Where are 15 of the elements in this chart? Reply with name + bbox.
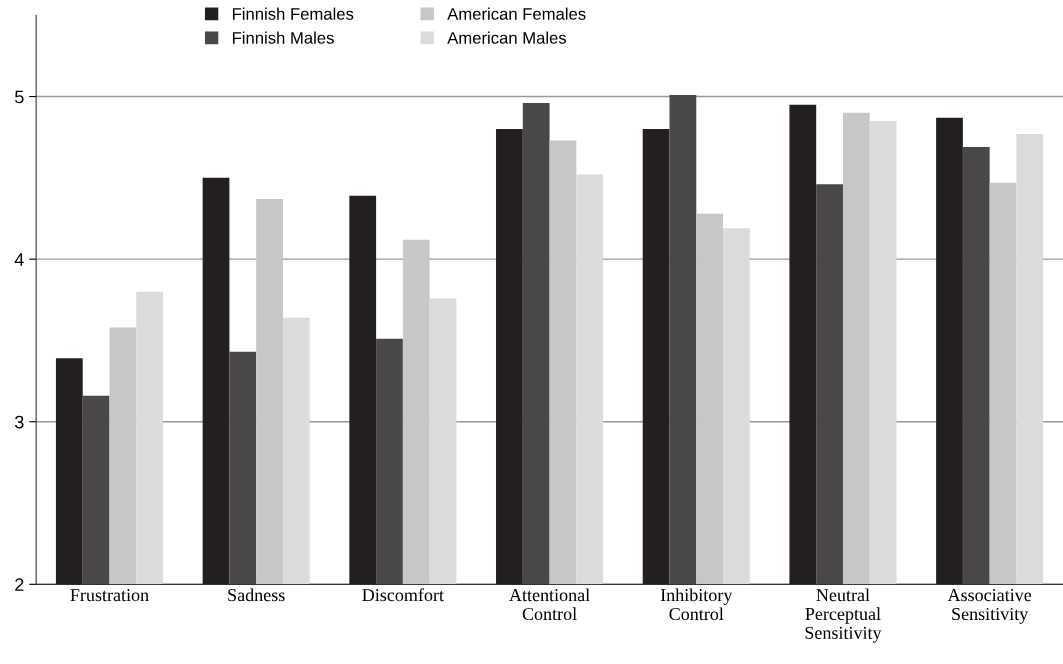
legend-label: American Females [447,7,586,20]
x-tick-label: Associative Sensitivity [947,589,1032,624]
legend-label: Finnish Females [232,7,354,20]
x-tick-label: Discomfort [362,588,444,602]
y-tick-label: 2 [15,578,24,591]
y-tick-label: 5 [15,90,24,104]
y-tick-label: 4 [14,253,24,266]
x-tick-label: Inhibitory Control [660,588,733,621]
legend-label: Finnish Males [232,31,334,44]
y-tick-label: 3 [14,415,24,429]
legend-label: American Males [447,31,567,44]
x-tick-label: Sadness [228,588,285,602]
x-tick-label: Attentional Control [509,588,590,621]
x-tick-label: Frustration [70,589,149,602]
x-tick-label: Neutral Perceptual Sensitivity [805,588,882,643]
